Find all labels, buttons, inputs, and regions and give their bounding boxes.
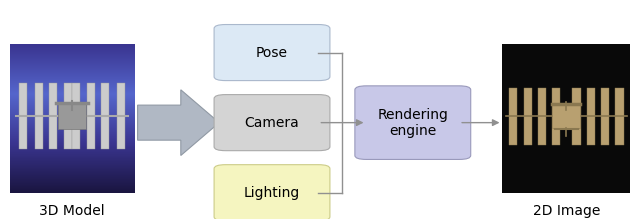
FancyBboxPatch shape — [616, 88, 624, 145]
FancyBboxPatch shape — [524, 88, 532, 145]
FancyBboxPatch shape — [538, 88, 547, 145]
Text: Pose: Pose — [256, 46, 288, 60]
FancyBboxPatch shape — [35, 83, 44, 149]
FancyBboxPatch shape — [86, 83, 95, 149]
FancyBboxPatch shape — [58, 103, 86, 129]
FancyBboxPatch shape — [214, 25, 330, 81]
FancyBboxPatch shape — [214, 165, 330, 219]
Text: Camera: Camera — [244, 116, 300, 130]
FancyBboxPatch shape — [601, 88, 609, 145]
Text: Rendering
engine: Rendering engine — [378, 108, 448, 138]
FancyBboxPatch shape — [64, 83, 72, 149]
FancyBboxPatch shape — [49, 83, 58, 149]
FancyBboxPatch shape — [214, 95, 330, 151]
FancyBboxPatch shape — [116, 83, 125, 149]
Text: 3D Model: 3D Model — [39, 204, 105, 218]
FancyBboxPatch shape — [509, 88, 518, 145]
FancyBboxPatch shape — [100, 83, 109, 149]
FancyBboxPatch shape — [19, 83, 28, 149]
FancyBboxPatch shape — [552, 88, 561, 145]
FancyBboxPatch shape — [355, 86, 471, 159]
Polygon shape — [138, 90, 219, 155]
Text: Lighting: Lighting — [244, 186, 300, 200]
FancyBboxPatch shape — [573, 88, 581, 145]
FancyBboxPatch shape — [587, 88, 595, 145]
FancyBboxPatch shape — [502, 44, 630, 193]
Text: 2D Image: 2D Image — [532, 204, 600, 218]
FancyBboxPatch shape — [552, 104, 580, 128]
FancyBboxPatch shape — [72, 83, 80, 149]
